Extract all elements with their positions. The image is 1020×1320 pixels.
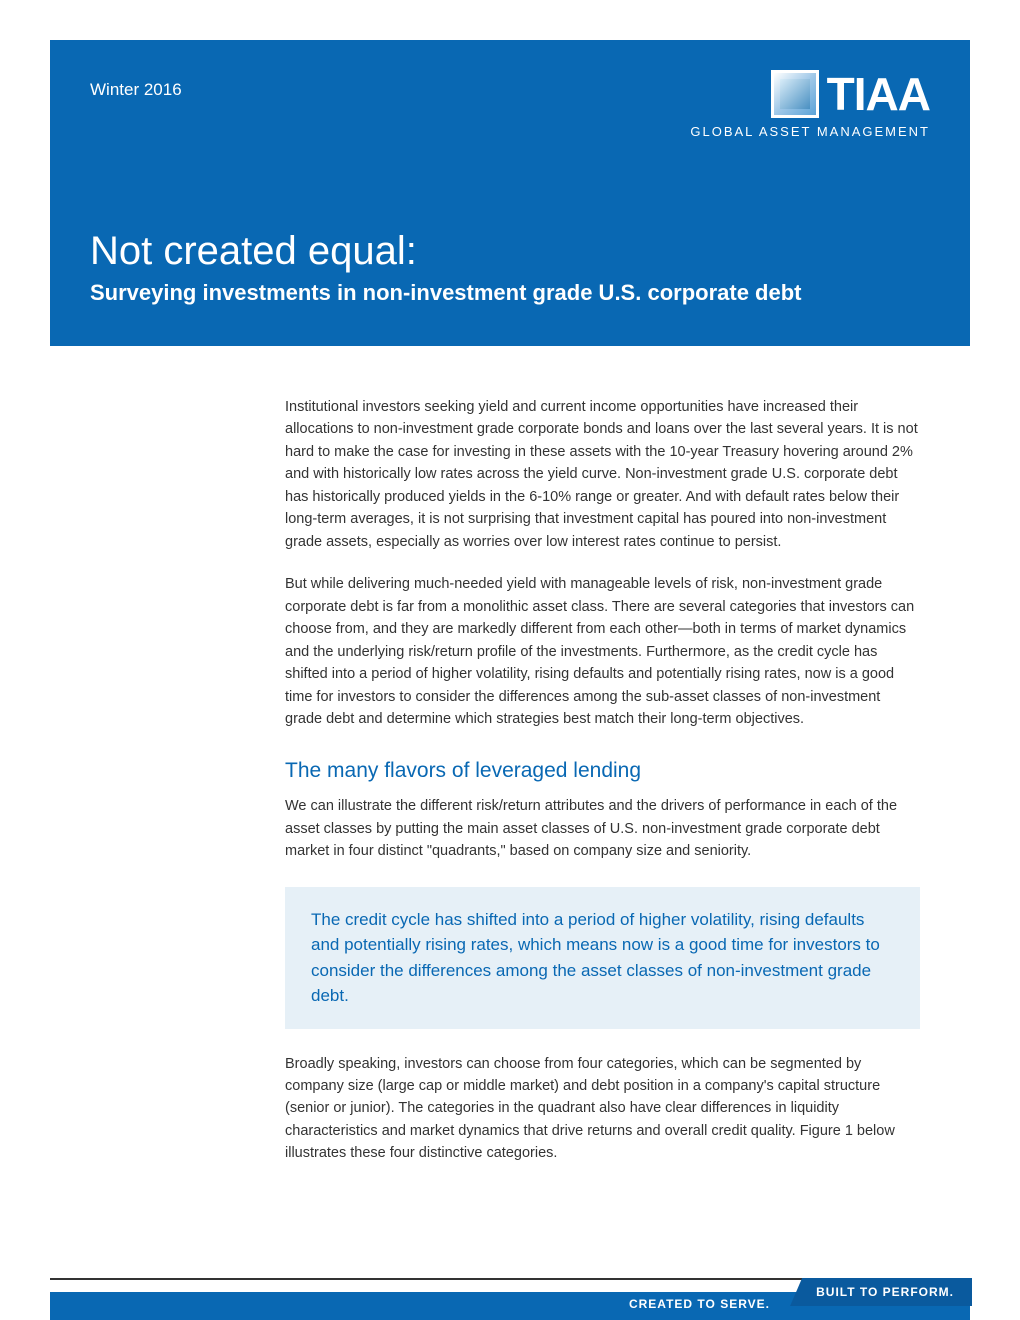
footer: CREATED TO SERVE. BUILT TO PERFORM. [0, 1278, 1020, 1320]
footer-bar: CREATED TO SERVE. BUILT TO PERFORM. [50, 1292, 970, 1320]
cube-icon [771, 70, 819, 118]
paragraph-4: Broadly speaking, investors can choose f… [285, 1053, 920, 1165]
logo-text: TIAA [827, 71, 930, 117]
header-block: Winter 2016 TIAA GLOBAL ASSET MANAGEMENT… [50, 40, 970, 346]
callout-box: The credit cycle has shifted into a peri… [285, 887, 920, 1029]
date-label: Winter 2016 [90, 70, 182, 100]
logo: TIAA GLOBAL ASSET MANAGEMENT [690, 70, 930, 139]
logo-subtitle: GLOBAL ASSET MANAGEMENT [690, 124, 930, 139]
header-top: Winter 2016 TIAA GLOBAL ASSET MANAGEMENT [90, 70, 930, 139]
footer-tagline-right: BUILT TO PERFORM. [790, 1278, 972, 1306]
content-body: Institutional investors seeking yield an… [285, 396, 970, 1165]
paragraph-1: Institutional investors seeking yield an… [285, 396, 920, 553]
paragraph-3: We can illustrate the different risk/ret… [285, 795, 920, 862]
page-subtitle: Surveying investments in non-investment … [90, 280, 930, 306]
section-heading: The many flavors of leveraged lending [285, 755, 920, 788]
page-title: Not created equal: [90, 229, 930, 274]
paragraph-2: But while delivering much-needed yield w… [285, 573, 920, 730]
footer-tagline-left: CREATED TO SERVE. [629, 1297, 770, 1311]
logo-main: TIAA [690, 70, 930, 118]
